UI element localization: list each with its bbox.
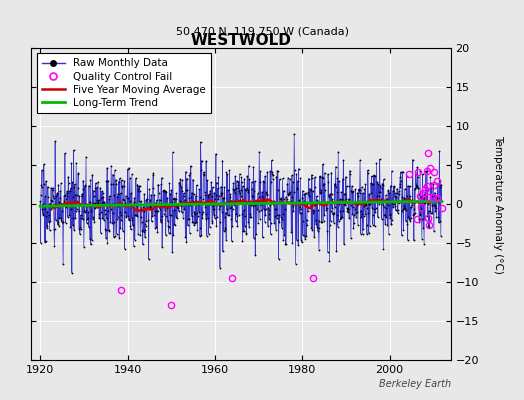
Title: WESTWOLD: WESTWOLD bbox=[191, 33, 291, 48]
Y-axis label: Temperature Anomaly (°C): Temperature Anomaly (°C) bbox=[493, 134, 503, 274]
Legend: Raw Monthly Data, Quality Control Fail, Five Year Moving Average, Long-Term Tren: Raw Monthly Data, Quality Control Fail, … bbox=[37, 53, 211, 113]
Text: 50.470 N, 119.750 W (Canada): 50.470 N, 119.750 W (Canada) bbox=[176, 26, 348, 36]
Text: Berkeley Earth: Berkeley Earth bbox=[378, 379, 451, 389]
